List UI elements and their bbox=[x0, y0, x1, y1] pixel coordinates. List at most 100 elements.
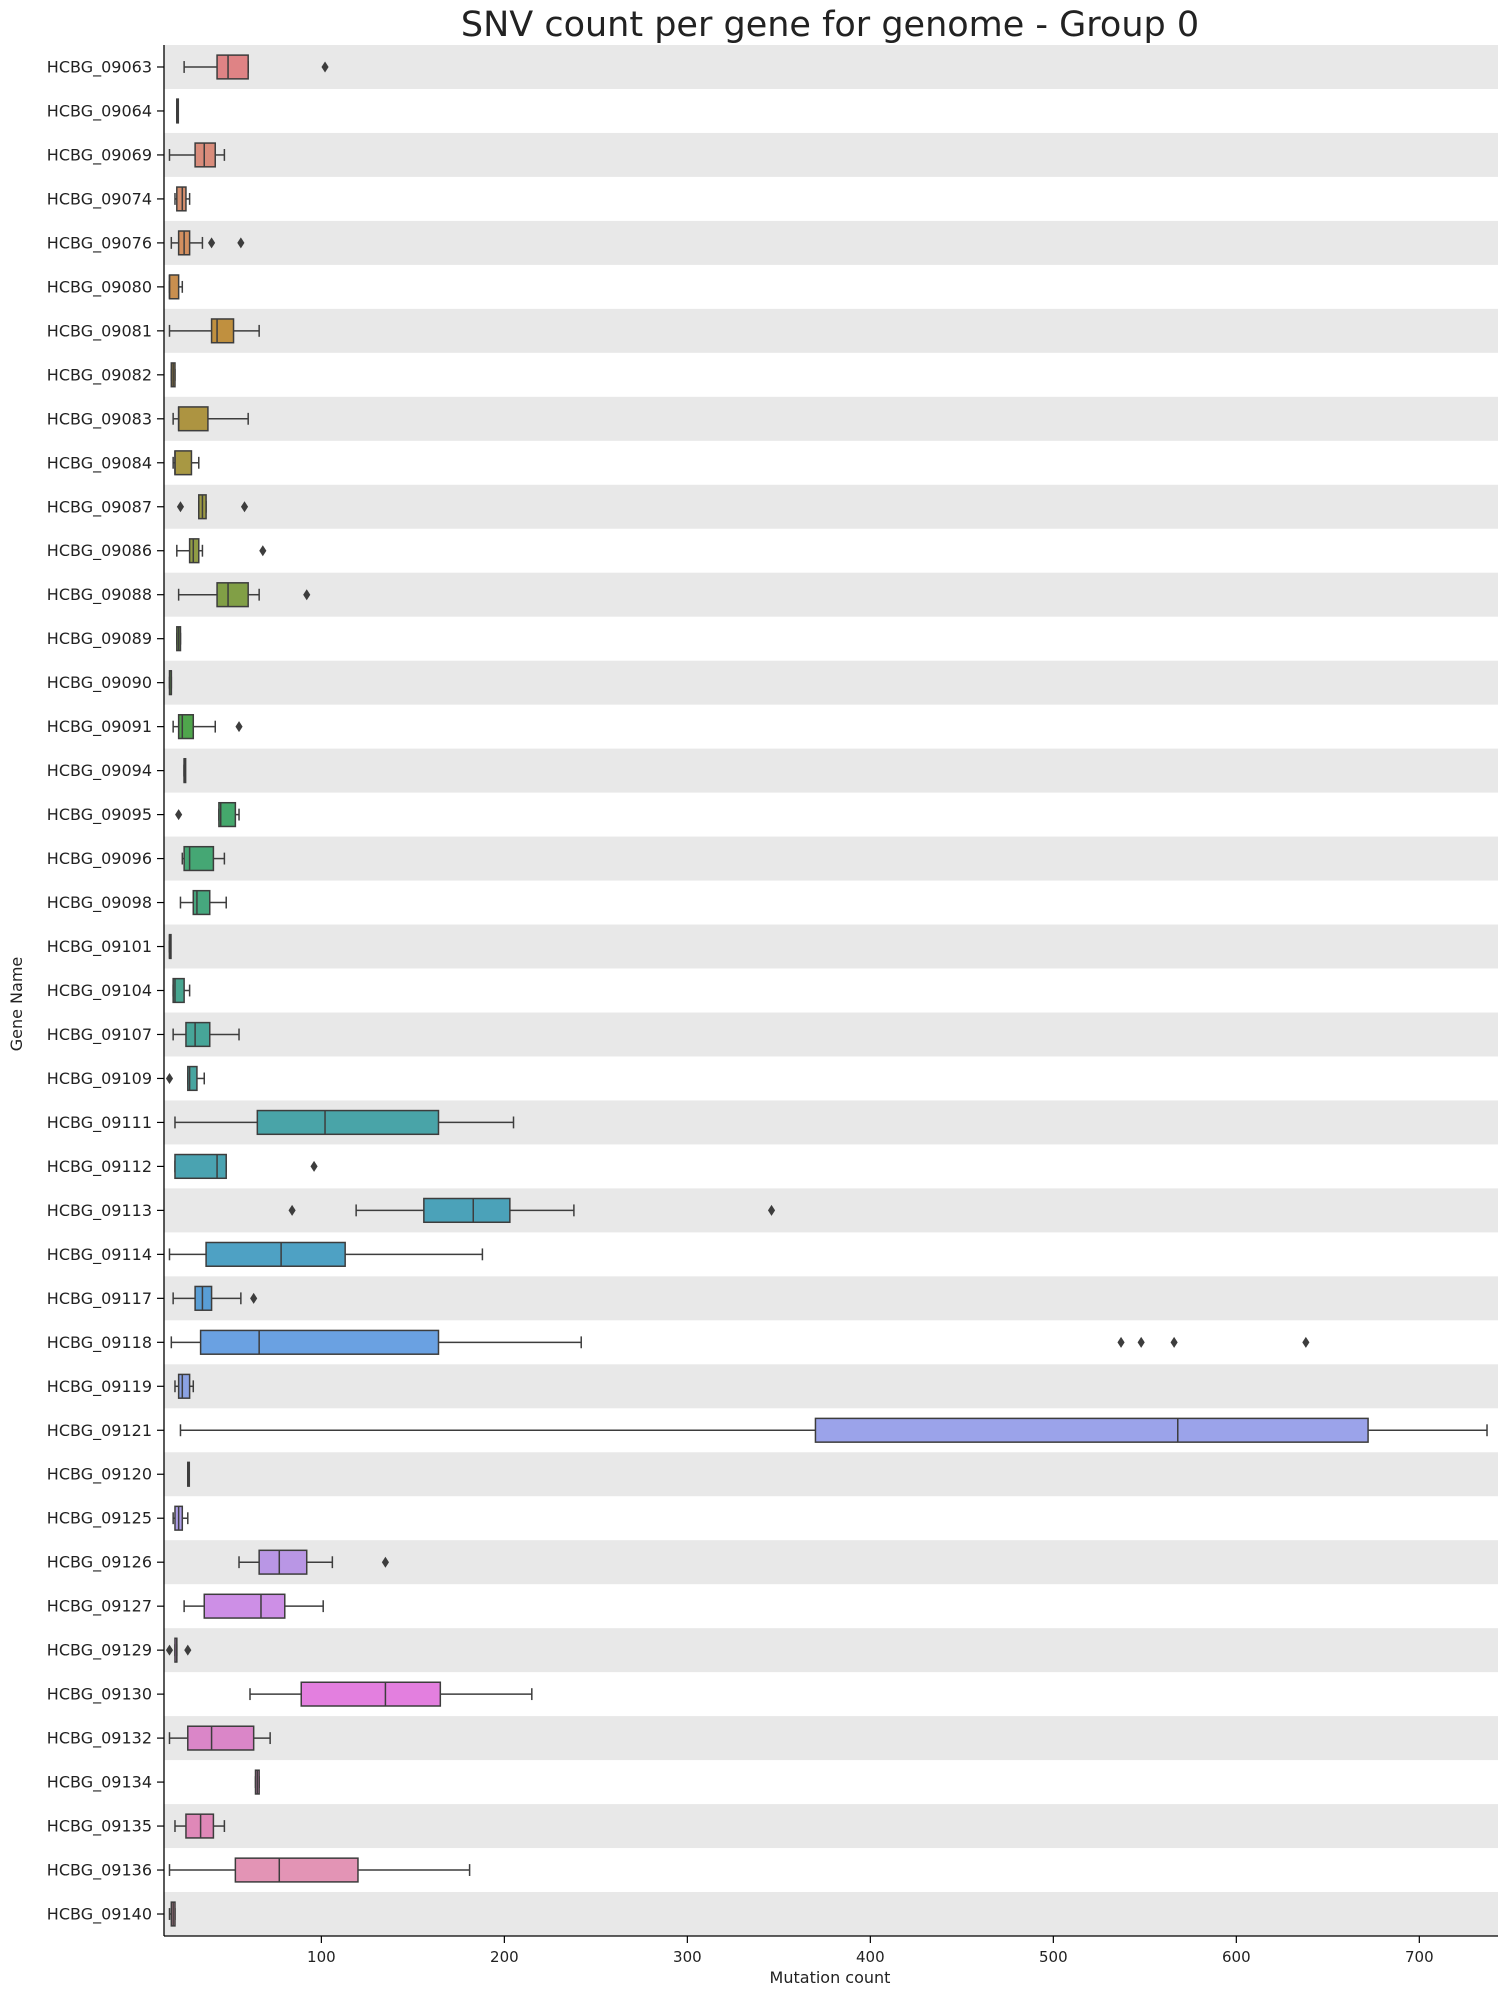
outlier-point bbox=[250, 1292, 258, 1304]
y-tick-label: HCBG_09074 bbox=[47, 189, 152, 209]
outlier-point bbox=[310, 1160, 318, 1172]
y-tick-label: HCBG_09104 bbox=[47, 981, 152, 1001]
iqr-box bbox=[258, 1549, 308, 1575]
outlier-point bbox=[165, 1644, 174, 1656]
outlier-point bbox=[235, 721, 243, 733]
box-hcbg_09104 bbox=[172, 977, 191, 1004]
outlier-point bbox=[321, 61, 329, 73]
iqr-box bbox=[210, 318, 235, 344]
box-hcbg_09090 bbox=[168, 670, 173, 696]
iqr-box bbox=[188, 538, 200, 564]
box-hcbg_09119 bbox=[174, 1373, 195, 1399]
iqr-box bbox=[177, 714, 195, 740]
row-band bbox=[164, 1804, 1498, 1849]
outlier-point bbox=[767, 1204, 776, 1216]
outlier-point bbox=[237, 237, 245, 249]
box-hcbg_09091 bbox=[172, 714, 243, 740]
box-hcbg_09081 bbox=[168, 318, 260, 344]
row-band bbox=[164, 308, 1498, 353]
iqr-box bbox=[194, 1285, 213, 1311]
row-band bbox=[164, 1364, 1498, 1409]
iqr-box bbox=[168, 274, 180, 300]
row-band bbox=[164, 1716, 1498, 1761]
x-tick-label: 200 bbox=[490, 1948, 519, 1966]
box-hcbg_09095 bbox=[175, 801, 240, 828]
box-hcbg_09125 bbox=[172, 1505, 189, 1531]
box-hcbg_09109 bbox=[165, 1065, 206, 1092]
box-hcbg_09076 bbox=[170, 230, 245, 256]
box-hcbg_09098 bbox=[179, 889, 227, 916]
box-hcbg_09130 bbox=[249, 1681, 533, 1707]
box-hcbg_09111 bbox=[174, 1109, 515, 1136]
row-band bbox=[164, 1012, 1498, 1057]
y-axis-label: Gene Name bbox=[7, 957, 26, 1052]
box-hcbg_09120 bbox=[187, 1461, 191, 1487]
x-tick-label: 100 bbox=[307, 1948, 336, 1966]
box-hcbg_09126 bbox=[238, 1549, 389, 1575]
box-hcbg_09094 bbox=[183, 757, 187, 784]
row-band bbox=[164, 132, 1498, 177]
box-hcbg_09136 bbox=[168, 1857, 471, 1883]
row-band bbox=[164, 660, 1498, 705]
outlier-point bbox=[165, 1072, 174, 1084]
y-tick-label: HCBG_09114 bbox=[47, 1245, 152, 1265]
iqr-box bbox=[203, 1593, 286, 1619]
x-axis-ticks: 100 200 300 400 500 600 700 bbox=[307, 1936, 1434, 1966]
y-tick-label: HCBG_09117 bbox=[47, 1289, 152, 1309]
box-hcbg_09063 bbox=[183, 54, 329, 80]
iqr-box bbox=[185, 1813, 215, 1839]
box-hcbg_09117 bbox=[172, 1285, 258, 1311]
outlier-point bbox=[288, 1204, 296, 1216]
iqr-box bbox=[177, 1373, 191, 1399]
box-hcbg_09121 bbox=[179, 1417, 1488, 1443]
box-hcbg_09127 bbox=[183, 1593, 324, 1619]
box-hcbg_09101 bbox=[168, 933, 172, 960]
y-tick-label: HCBG_09081 bbox=[47, 321, 152, 341]
box-hcbg_09112 bbox=[174, 1153, 318, 1180]
iqr-box bbox=[176, 186, 187, 212]
chart-title: SNV count per gene for genome - Group 0 bbox=[461, 5, 1199, 45]
iqr-box bbox=[174, 450, 193, 476]
y-tick-label: HCBG_09095 bbox=[47, 805, 152, 825]
iqr-box bbox=[423, 1197, 511, 1224]
y-tick-label: HCBG_09132 bbox=[47, 1729, 152, 1749]
y-tick-label: HCBG_09087 bbox=[47, 497, 152, 517]
box-hcbg_09135 bbox=[174, 1813, 226, 1839]
y-tick-label: HCBG_09107 bbox=[47, 1025, 152, 1045]
box-hcbg_09134 bbox=[254, 1769, 260, 1795]
box-hcbg_09064 bbox=[176, 98, 180, 124]
row-band bbox=[164, 572, 1498, 617]
iqr-box bbox=[216, 54, 249, 80]
box-hcbg_09113 bbox=[288, 1197, 776, 1224]
y-tick-label: HCBG_09121 bbox=[47, 1421, 152, 1441]
y-tick-label: HCBG_09101 bbox=[47, 937, 152, 957]
iqr-box bbox=[185, 1021, 211, 1048]
box-hcbg_09084 bbox=[172, 450, 200, 476]
box-hcbg_09140 bbox=[168, 1901, 176, 1927]
y-tick-label: HCBG_09120 bbox=[47, 1465, 152, 1485]
y-tick-label: HCBG_09096 bbox=[47, 849, 152, 869]
row-band bbox=[164, 396, 1498, 441]
y-tick-label: HCBG_09134 bbox=[47, 1773, 152, 1793]
y-tick-label: HCBG_09083 bbox=[47, 409, 152, 429]
box-hcbg_09074 bbox=[174, 186, 191, 212]
y-tick-label: HCBG_09119 bbox=[47, 1377, 152, 1397]
x-tick-label: 300 bbox=[673, 1948, 702, 1966]
iqr-box bbox=[216, 582, 249, 608]
y-tick-label: HCBG_09125 bbox=[47, 1509, 152, 1529]
iqr-box bbox=[172, 977, 185, 1004]
y-tick-label: HCBG_09126 bbox=[47, 1553, 152, 1573]
outlier-point bbox=[208, 237, 216, 249]
y-tick-label: HCBG_09111 bbox=[47, 1113, 152, 1133]
row-band bbox=[164, 1452, 1498, 1497]
y-tick-label: HCBG_09076 bbox=[47, 233, 152, 253]
iqr-box bbox=[234, 1857, 359, 1883]
row-band bbox=[164, 1276, 1498, 1321]
outlier-point bbox=[303, 589, 311, 601]
y-tick-label: HCBG_09127 bbox=[47, 1597, 152, 1617]
y-tick-label: HCBG_09063 bbox=[47, 57, 152, 77]
x-tick-label: 700 bbox=[1405, 1948, 1434, 1966]
y-tick-label: HCBG_09130 bbox=[47, 1685, 152, 1705]
box-hcbg_09089 bbox=[176, 626, 182, 652]
iqr-box bbox=[192, 889, 211, 916]
